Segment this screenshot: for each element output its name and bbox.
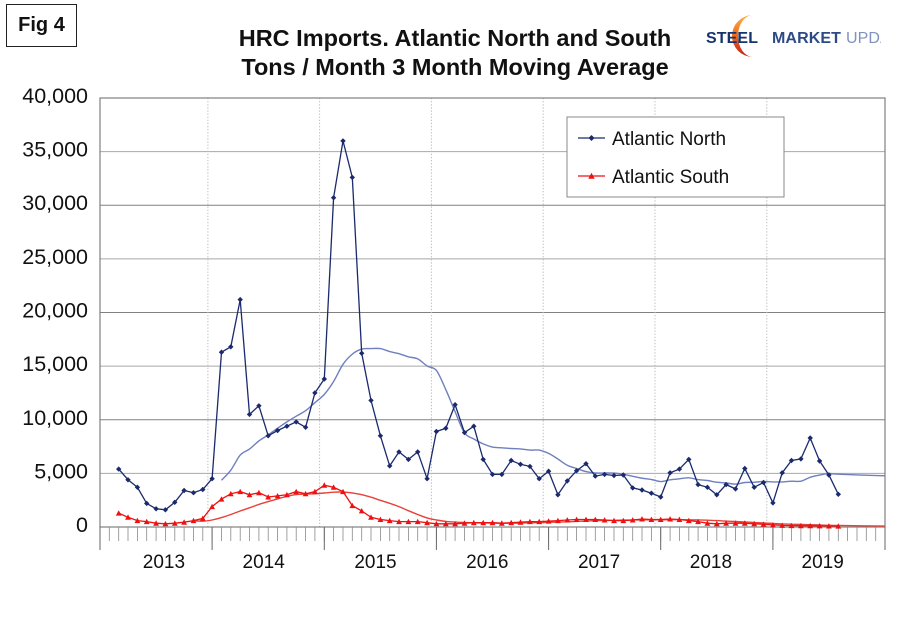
svg-text:2013: 2013 xyxy=(143,552,185,573)
svg-text:25,000: 25,000 xyxy=(22,245,88,269)
svg-text:0: 0 xyxy=(76,513,88,537)
svg-text:40,000: 40,000 xyxy=(22,84,88,108)
svg-text:Atlantic South: Atlantic South xyxy=(612,167,729,188)
svg-text:15,000: 15,000 xyxy=(22,352,88,376)
svg-text:2014: 2014 xyxy=(243,552,286,573)
svg-text:Atlantic North: Atlantic North xyxy=(612,129,726,150)
svg-text:35,000: 35,000 xyxy=(22,138,88,162)
svg-text:20,000: 20,000 xyxy=(22,299,88,323)
svg-text:2019: 2019 xyxy=(802,552,844,573)
svg-text:2018: 2018 xyxy=(690,552,732,573)
svg-text:30,000: 30,000 xyxy=(22,191,88,215)
svg-text:2017: 2017 xyxy=(578,552,620,573)
svg-text:2016: 2016 xyxy=(466,552,508,573)
svg-text:5,000: 5,000 xyxy=(34,459,88,483)
svg-text:2015: 2015 xyxy=(354,552,396,573)
svg-text:10,000: 10,000 xyxy=(22,406,88,430)
